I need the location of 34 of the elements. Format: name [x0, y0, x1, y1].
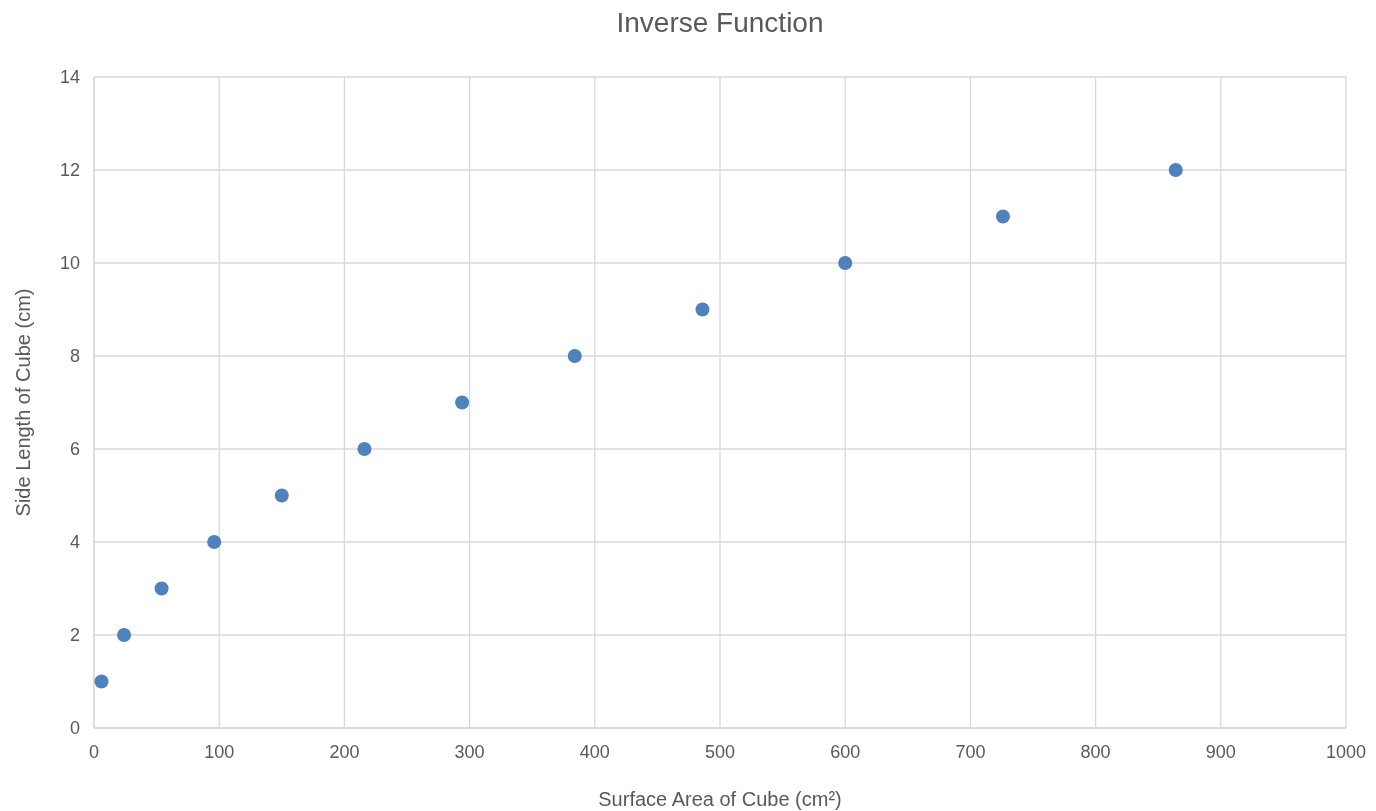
y-tick-label: 12 [59, 160, 80, 181]
x-tick-label: 100 [204, 742, 235, 762]
x-tick-label: 900 [1205, 742, 1236, 762]
point [567, 349, 582, 363]
y-tick-label: 8 [69, 346, 80, 367]
point [117, 628, 132, 642]
point [274, 488, 289, 503]
x-axis-title: Surface Area of Cube (cm²) [598, 788, 842, 810]
y-axis-title: Side Length of Cube (cm) [12, 288, 34, 517]
y-tick-label: 0 [69, 718, 80, 739]
x-tick-label: 400 [579, 742, 610, 762]
x-tick-label: 600 [830, 742, 861, 762]
x-tick-label: 0 [88, 742, 100, 762]
x-tick-label: 200 [329, 742, 360, 762]
y-tick-label: 2 [69, 625, 80, 646]
point [357, 442, 372, 456]
point [838, 256, 853, 270]
y-tick-label: 4 [69, 532, 80, 553]
point [94, 674, 109, 689]
x-tick-label: 300 [454, 742, 485, 762]
point [995, 209, 1010, 224]
y-tick-label: 6 [69, 439, 80, 460]
point [154, 581, 169, 596]
point [1168, 163, 1183, 177]
point [207, 535, 222, 549]
x-tick-label: 800 [1080, 742, 1111, 762]
y-tick-label: 10 [59, 253, 80, 274]
x-tick-label: 1000 [1325, 742, 1367, 762]
x-tick-label: 500 [704, 742, 736, 762]
y-tick-label: 14 [59, 67, 80, 88]
point [455, 395, 470, 410]
x-tick-label: 700 [955, 742, 986, 762]
chart-title: Inverse Function [616, 7, 824, 38]
point [695, 302, 710, 317]
